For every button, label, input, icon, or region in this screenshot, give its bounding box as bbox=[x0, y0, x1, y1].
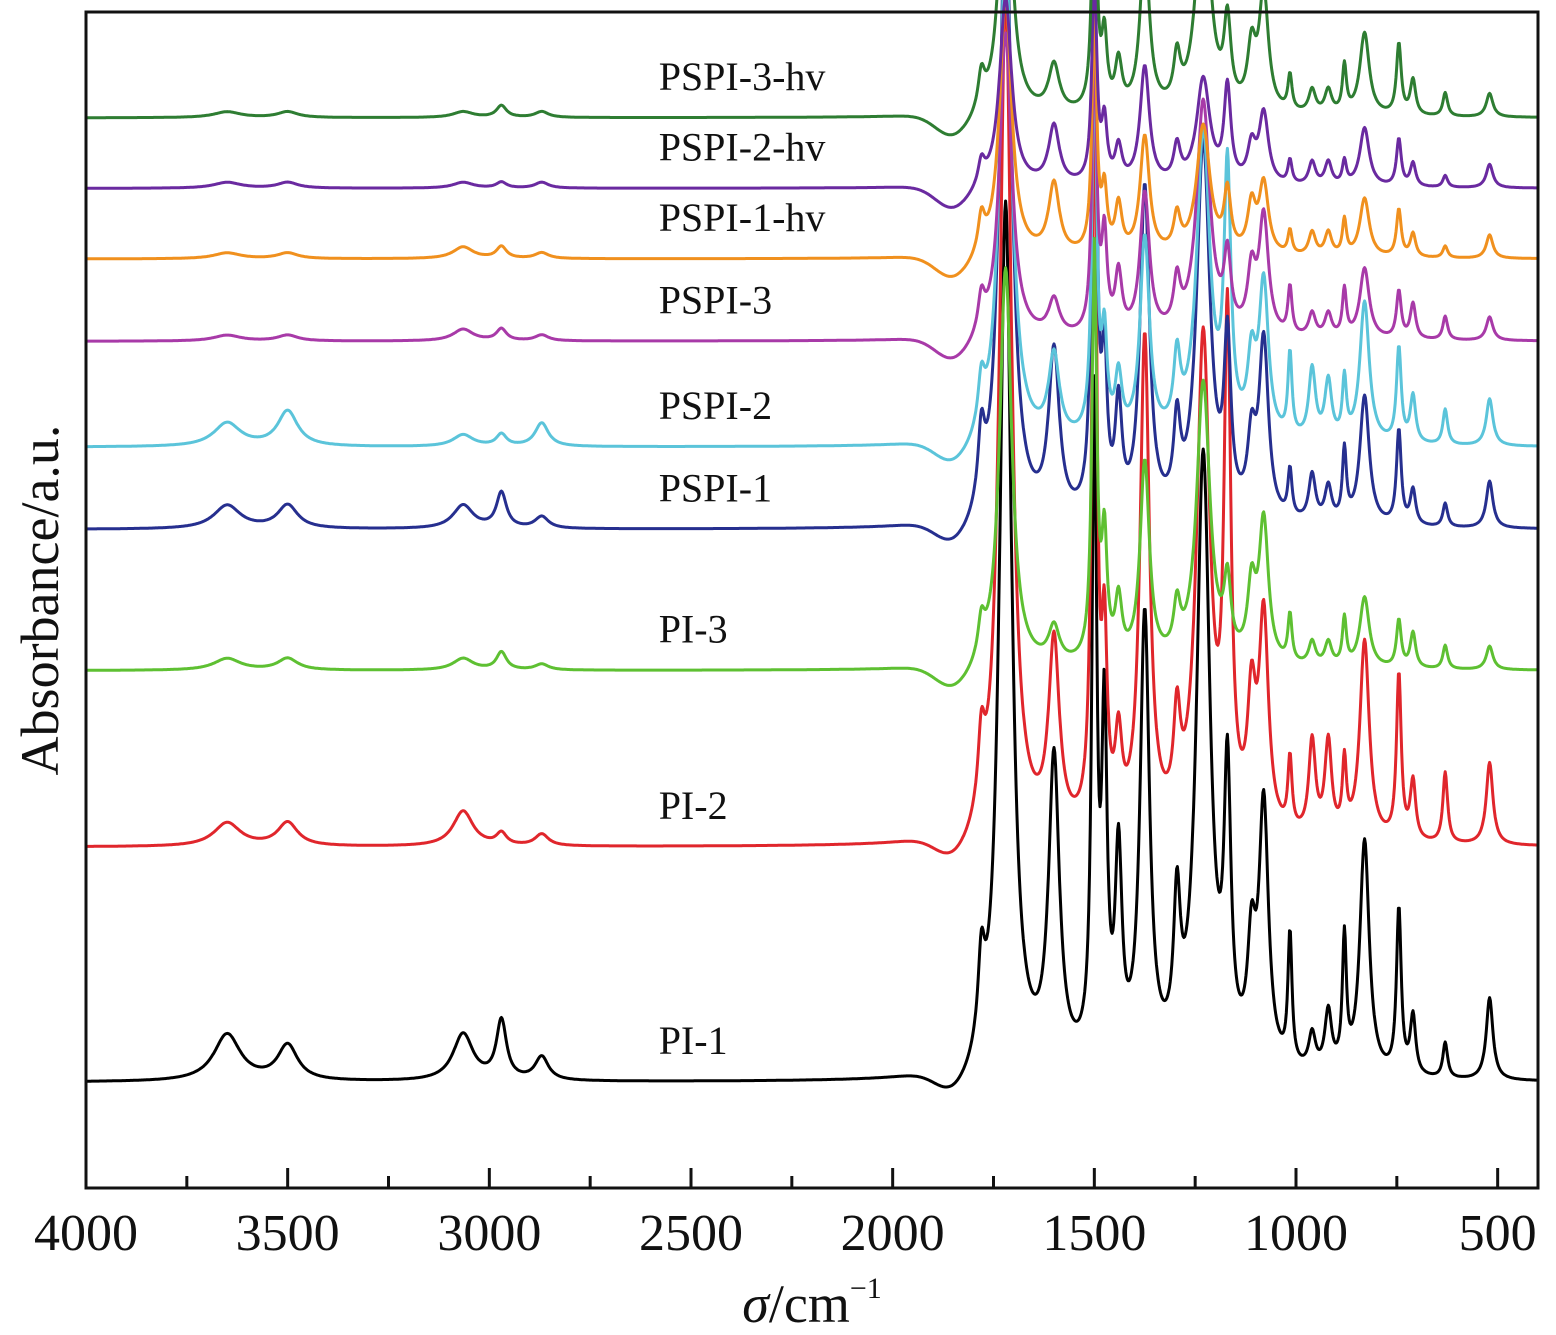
spectrum-line-pspi-3-hv bbox=[84, 0, 1540, 137]
x-tick-label: 2000 bbox=[841, 1205, 945, 1262]
y-axis-title: Absorbance/a.u. bbox=[10, 425, 70, 776]
series-label-pspi-2: PSPI-2 bbox=[659, 383, 772, 428]
series-label-pspi-2-hv: PSPI-2-hv bbox=[659, 124, 826, 169]
spectrum-line-pi-2 bbox=[84, 0, 1540, 855]
spectrum-line-pspi-1-hv bbox=[84, 0, 1540, 278]
series-layer bbox=[84, 0, 1540, 1089]
x-tick-label: 1000 bbox=[1244, 1205, 1348, 1262]
x-tick-label: 1500 bbox=[1042, 1205, 1146, 1262]
x-tick-label: 2500 bbox=[639, 1205, 743, 1262]
plot-frame bbox=[84, 10, 1540, 1190]
x-tick-label: 3500 bbox=[236, 1205, 340, 1262]
x-tick-label: 3000 bbox=[437, 1205, 541, 1262]
x-axis-unit: /cm bbox=[769, 1274, 850, 1334]
x-axis-symbol: σ bbox=[742, 1274, 771, 1334]
series-label-pi-3: PI-3 bbox=[659, 607, 728, 652]
x-axis-tick-labels: 4000 3500 3000 2500 2000 1500 1000 500 bbox=[34, 1205, 1537, 1262]
series-label-pspi-3: PSPI-3 bbox=[659, 277, 772, 322]
series-label-pspi-3-hv: PSPI-3-hv bbox=[659, 54, 826, 99]
spectrum-line-pspi-2-hv bbox=[84, 0, 1540, 209]
x-axis-title: σ/cm−1 bbox=[742, 1272, 882, 1334]
spectrum-line-pspi-1 bbox=[84, 0, 1540, 541]
spectrum-line-pspi-2 bbox=[84, 0, 1540, 462]
series-label-pi-1: PI-1 bbox=[659, 1018, 728, 1063]
x-tick-label: 4000 bbox=[34, 1205, 138, 1262]
spectrum-line-pi-1 bbox=[84, 199, 1540, 1089]
x-tick-label: 500 bbox=[1459, 1205, 1537, 1262]
series-label-pi-2: PI-2 bbox=[659, 783, 728, 828]
spectrum-line-pi-3 bbox=[84, 236, 1540, 687]
series-label-pspi-1-hv: PSPI-1-hv bbox=[659, 195, 826, 240]
spectrum-line-pspi-3 bbox=[84, 31, 1540, 360]
x-axis-ticks bbox=[84, 1168, 1500, 1188]
x-axis-exponent: −1 bbox=[850, 1272, 882, 1305]
series-label-pspi-1: PSPI-1 bbox=[659, 465, 772, 510]
series-label-layer: PI-1 PI-2 PI-3 PSPI-1 PSPI-2 PSPI-3 PSPI-1-hv P… bbox=[659, 54, 826, 1063]
